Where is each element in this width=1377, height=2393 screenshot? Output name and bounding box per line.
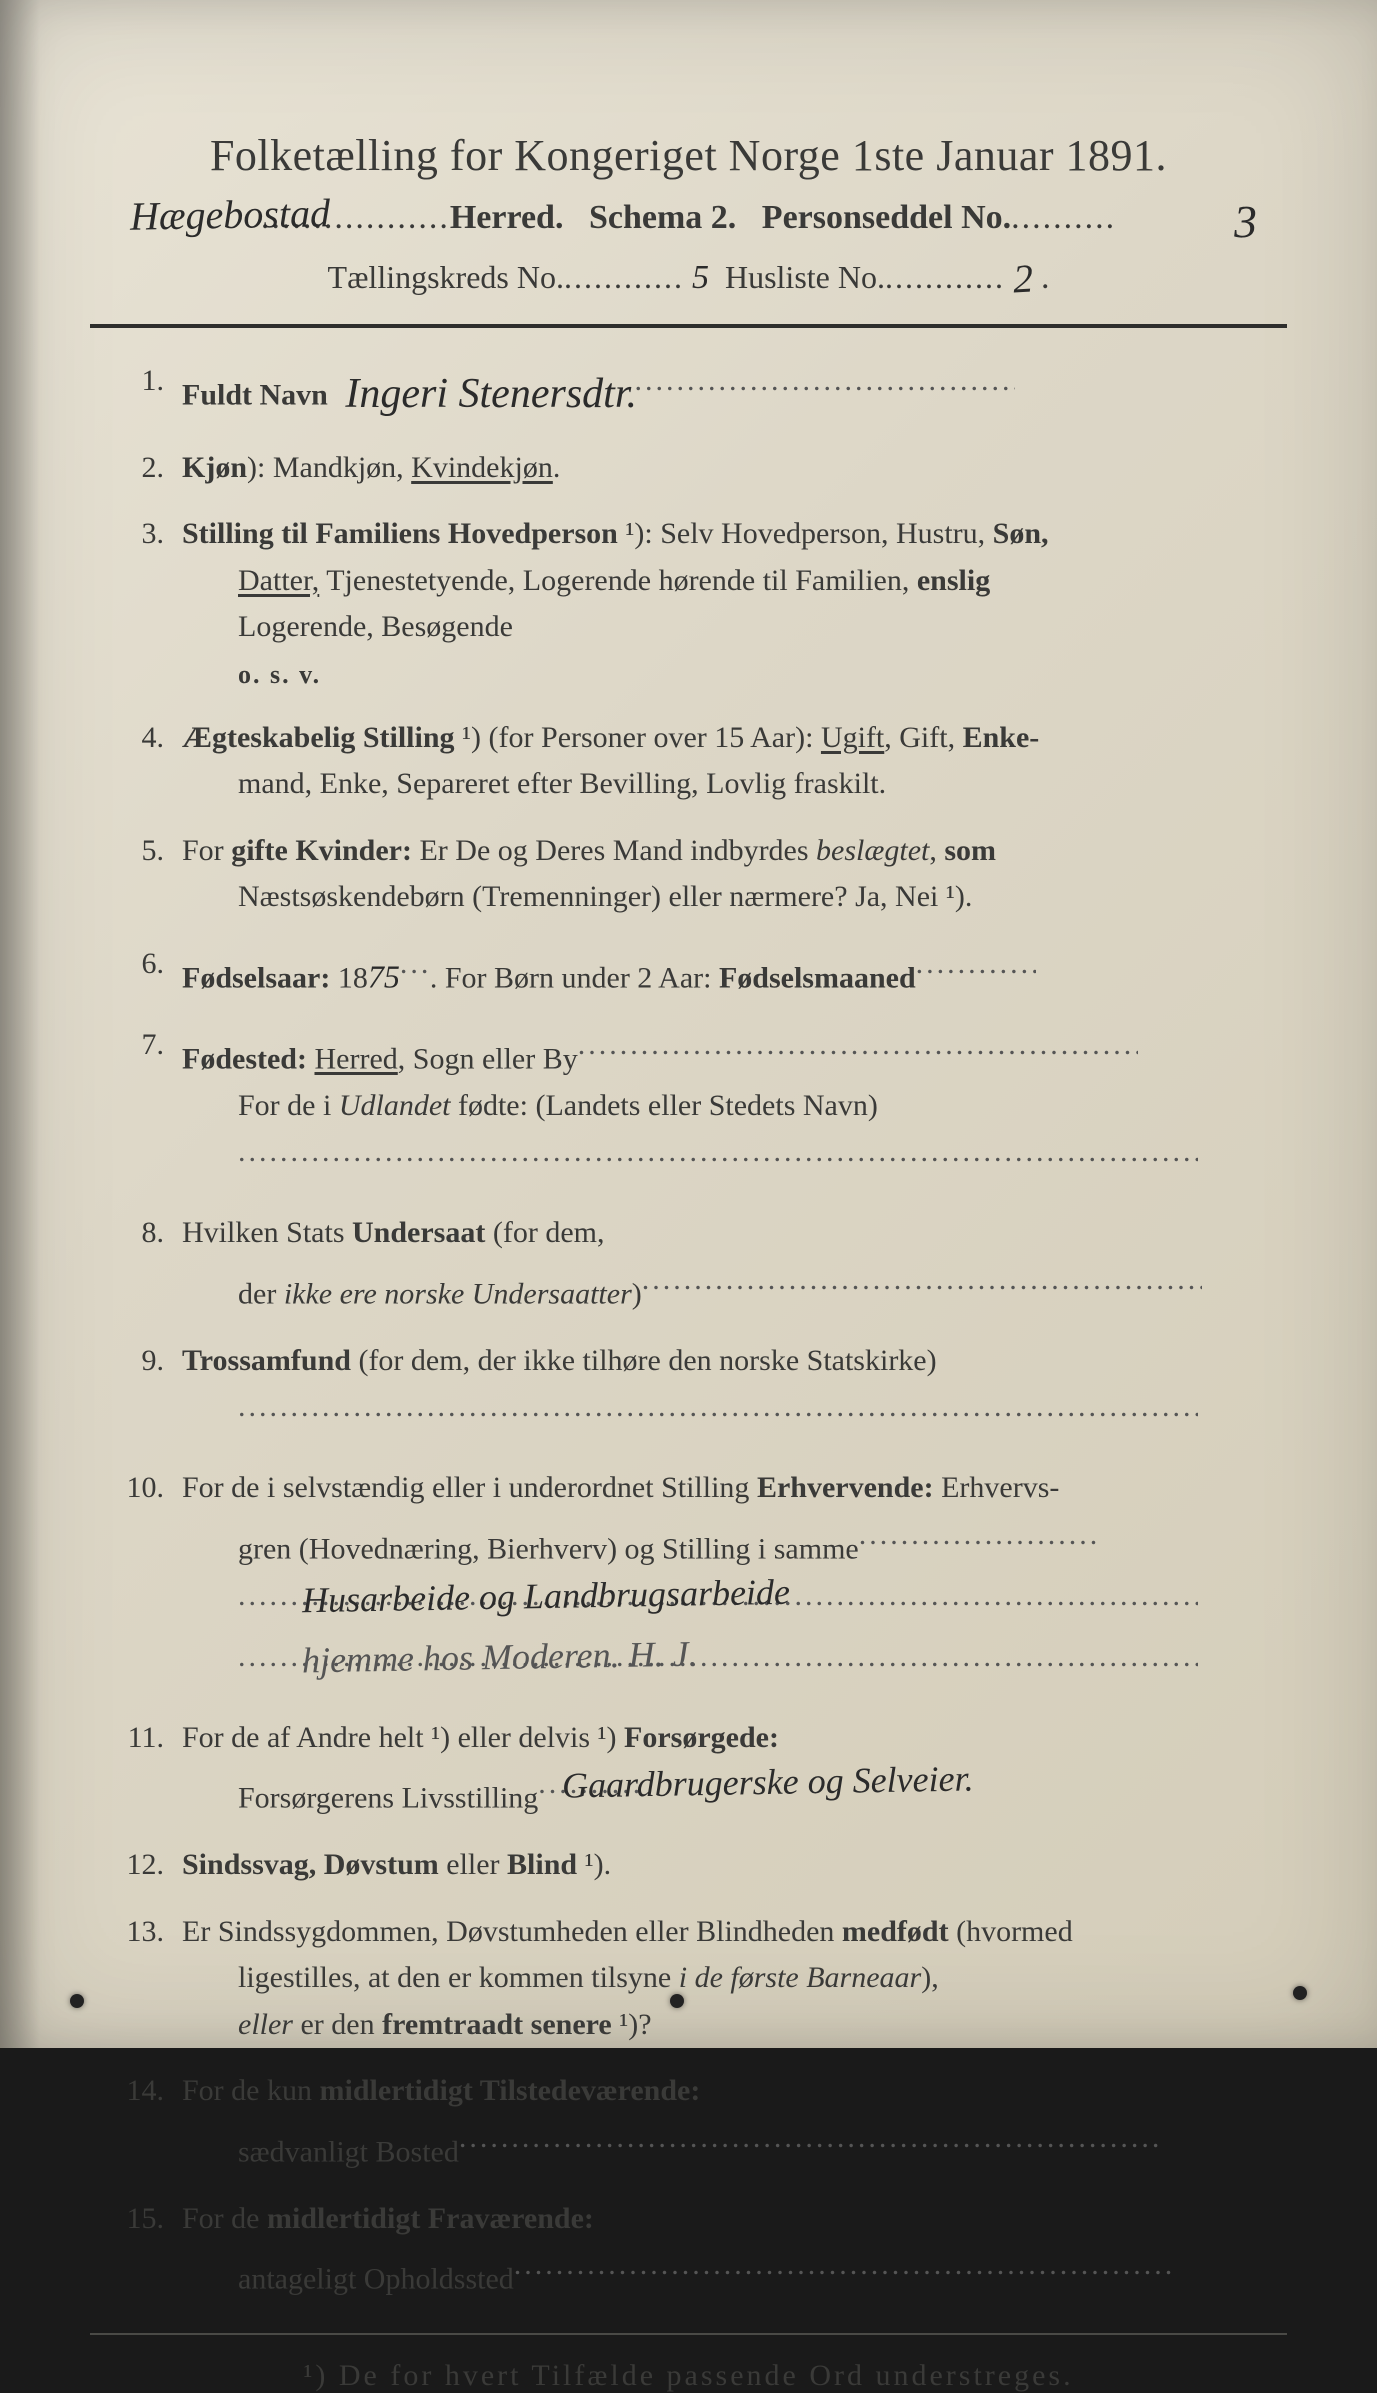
item-number: 14.	[120, 2068, 182, 2176]
pin-icon	[70, 1994, 84, 2008]
form-items: 1. Fuldt Navn Ingeri Stenersdtr. 2. Kjøn…	[90, 358, 1287, 2303]
herred-handwritten: Hægebostad	[130, 189, 331, 239]
schema-label: Schema 2.	[589, 199, 736, 236]
label-trossamfund: Trossamfund	[182, 1344, 351, 1377]
item-1: 1. Fuldt Navn Ingeri Stenersdtr.	[120, 358, 1277, 425]
occupation-hw-2: hjemme hos Moderen. H. J.	[302, 1627, 698, 1690]
provider-hw: Gaardbrugerske og Selveier.	[562, 1752, 974, 1815]
item-6: 6. Fødselsaar: 1875. For Børn under 2 Aa…	[120, 941, 1277, 1002]
form-header: Folketælling for Kongeriget Norge 1ste J…	[90, 130, 1287, 298]
item-number: 4.	[120, 715, 182, 808]
label-fodselsaar: Fødselsaar:	[182, 961, 330, 994]
item-number: 15.	[120, 2196, 182, 2304]
occupation-hw-1: Husarbeide og Landbrugsarbeide	[302, 1565, 791, 1629]
osv: o. s. v.	[182, 655, 1277, 695]
item-number: 13.	[120, 1909, 182, 2049]
kvindekjon-underlined: Kvindekjøn	[411, 451, 553, 484]
ugift-underlined: Ugift	[821, 721, 884, 754]
personseddel-no: 3	[1234, 195, 1258, 248]
census-form-page: Folketælling for Kongeriget Norge 1ste J…	[0, 0, 1377, 2048]
label-fuldt-navn: Fuldt Navn	[182, 379, 328, 412]
item-number: 6.	[120, 941, 182, 1002]
item-2: 2. Kjøn): Mandkjøn, Kvindekjøn.	[120, 445, 1277, 492]
herred-underlined: Herred	[314, 1042, 397, 1075]
item-number: 8.	[120, 1210, 182, 1318]
item-number: 2.	[120, 445, 182, 492]
item-13: 13. Er Sindssygdommen, Døvstumheden elle…	[120, 1909, 1277, 2049]
herred-label: Herred.	[450, 199, 564, 236]
herred-line: Hægebostad ..................Herred. Sch…	[90, 199, 1287, 237]
item-12: 12. Sindssvag, Døvstum eller Blind ¹).	[120, 1842, 1277, 1889]
form-title: Folketælling for Kongeriget Norge 1ste J…	[90, 130, 1287, 181]
item-15: 15. For de midlertidigt Fraværende: anta…	[120, 2196, 1277, 2304]
item-number: 1.	[120, 358, 182, 425]
item-number: 3.	[120, 511, 182, 695]
header-rule	[90, 324, 1287, 328]
item-number: 10.	[120, 1465, 182, 1695]
item-number: 11.	[120, 1715, 182, 1823]
name-handwritten: Ingeri Stenersdtr.	[345, 371, 637, 417]
item-number: 9.	[120, 1338, 182, 1446]
item-11: 11. For de af Andre helt ¹) eller delvis…	[120, 1715, 1277, 1823]
item-8: 8. Hvilken Stats Undersaat (for dem, der…	[120, 1210, 1277, 1318]
item-10: 10. For de i selvstændig eller i underor…	[120, 1465, 1277, 1695]
item-5: 5. For gifte Kvinder: Er De og Deres Man…	[120, 828, 1277, 921]
husliste-no: 2	[1012, 255, 1034, 303]
item-14: 14. For de kun midlertidigt Tilstedevære…	[120, 2068, 1277, 2176]
kreds-line: Tællingskreds No............. 5 Husliste…	[90, 251, 1287, 298]
item-9: 9. Trossamfund (for dem, der ikke tilhør…	[120, 1338, 1277, 1446]
kreds-no: 5	[692, 259, 709, 296]
husliste-label: Husliste No.	[725, 259, 885, 295]
label-stilling: Stilling til Familiens Hovedperson	[182, 517, 618, 550]
datter-underlined: Datter,	[238, 564, 319, 597]
item-number: 12.	[120, 1842, 182, 1889]
item-7: 7. Fødested: Herred, Sogn eller By For d…	[120, 1022, 1277, 1191]
pin-icon	[1293, 1986, 1307, 2000]
footnote: ¹) De for hvert Tilfælde passende Ord un…	[90, 2359, 1287, 2393]
kreds-label: Tællingskreds No.	[328, 259, 564, 295]
birthyear-handwritten: 75	[368, 958, 400, 994]
pin-icon	[670, 1994, 684, 2008]
label-aegteskab: Ægteskabelig Stilling	[182, 721, 455, 754]
item-4: 4. Ægteskabelig Stilling ¹) (for Persone…	[120, 715, 1277, 808]
item-number: 5.	[120, 828, 182, 921]
personseddel-label: Personseddel No.	[762, 199, 1011, 236]
item-number: 7.	[120, 1022, 182, 1191]
item-3: 3. Stilling til Familiens Hovedperson ¹)…	[120, 511, 1277, 695]
footer-rule	[90, 2333, 1287, 2335]
label-kjon: Kjøn	[182, 451, 247, 484]
label-fodested: Fødested:	[182, 1042, 307, 1075]
